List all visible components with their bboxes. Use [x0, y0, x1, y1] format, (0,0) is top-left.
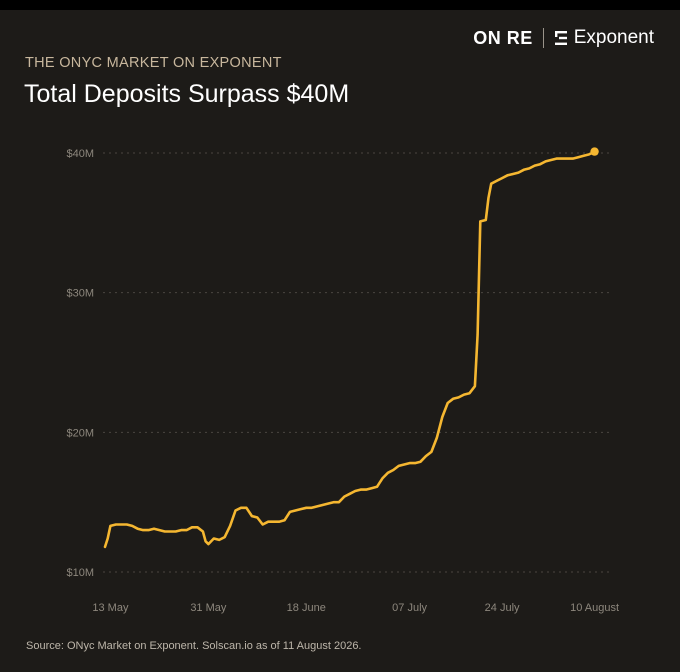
onre-logo: ON RE — [473, 27, 533, 48]
y-tick-label: $20M — [66, 427, 94, 439]
x-tick-label: 31 May — [190, 602, 227, 614]
x-tick-label: 10 August — [570, 602, 619, 614]
x-tick-label: 18 June — [287, 602, 326, 614]
exponent-logo-icon — [554, 31, 567, 45]
y-tick-label: $30M — [66, 288, 94, 300]
exponent-logo: Exponent — [554, 27, 654, 49]
x-tick-label: 07 July — [392, 602, 427, 614]
x-tick-label: 24 July — [485, 602, 520, 614]
brand-divider — [542, 28, 544, 48]
y-tick-label: $10M — [66, 567, 94, 579]
x-tick-label: 13 May — [92, 602, 129, 614]
chart-subtitle: THE ONYC MARKET ON EXPONENT — [25, 55, 282, 71]
chart-title: Total Deposits Surpass $40M — [24, 80, 350, 108]
source-note: Source: ONyc Market on Exponent. Solscan… — [26, 640, 362, 652]
chart-card — [0, 10, 680, 672]
brand-logos: ON RE Exponent — [473, 27, 654, 49]
series-end-point — [590, 147, 599, 156]
series-line-0 — [103, 150, 596, 549]
exponent-wordmark: Exponent — [573, 27, 654, 48]
y-tick-label: $40M — [66, 148, 94, 160]
